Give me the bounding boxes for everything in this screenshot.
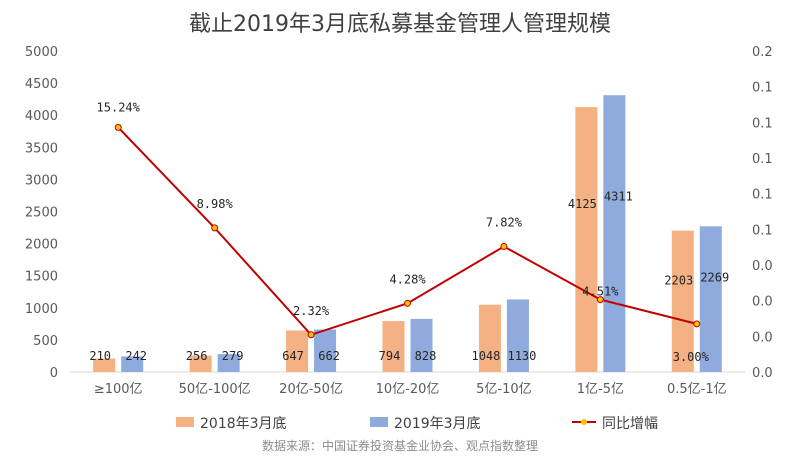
growth-marker (693, 320, 701, 328)
bar-2019 (217, 354, 240, 372)
growth-marker (307, 331, 315, 339)
growth-marker (404, 299, 411, 307)
bar-2018 (575, 107, 598, 373)
legend-swatch-2019 (370, 417, 388, 427)
growth-value-label: 3.00% (673, 350, 710, 364)
bar-value-label-2018: 210 (89, 349, 111, 363)
bar-2018 (286, 330, 309, 372)
y-left-tick-label: 2500 (25, 206, 58, 221)
growth-marker (114, 123, 122, 131)
bar-2019 (506, 299, 529, 372)
bar-value-label-2018: 1048 (471, 349, 500, 363)
y-right-tick-label: 0.1 (752, 81, 773, 96)
y-left-tick-label: 1500 (25, 270, 58, 285)
bar-value-label-2019: 279 (222, 349, 244, 363)
bar-value-label-2018: 4125 (568, 197, 597, 211)
source-note: 数据来源：中国证券投资基金业协会、观点指数整理 (261, 439, 538, 453)
y-right-tick-label: 0.2 (752, 45, 773, 60)
y-right-tick-label: 0.1 (752, 223, 773, 238)
x-tick-label: 10亿-20亿 (376, 382, 440, 397)
bar-2019 (699, 226, 722, 372)
y-left-tick-label: 3000 (25, 173, 58, 188)
bar-value-label-2018: 2203 (664, 273, 693, 287)
bar-value-label-2019: 4311 (604, 189, 633, 203)
bar-2019 (121, 356, 144, 372)
y-left-tick-label: 2000 (25, 238, 58, 253)
growth-value-label: 2.32% (293, 304, 330, 318)
y-right-tick-label: 0.0 (752, 366, 773, 381)
bar-value-label-2019: 242 (125, 349, 147, 363)
y-right-tick-label: 0.1 (752, 116, 773, 131)
x-tick-label: 1亿-5亿 (577, 382, 624, 397)
legend-label-2018: 2018年3月底 (200, 416, 287, 432)
x-tick-label: 50亿-100亿 (179, 382, 251, 397)
y-left-tick-label: 1000 (25, 302, 58, 317)
y-left-tick-label: 3500 (25, 141, 58, 156)
bar-2018 (478, 304, 501, 372)
x-tick-label: 20亿-50亿 (279, 382, 343, 397)
y-right-tick-label: 0.0 (752, 295, 773, 310)
bar-2019 (314, 329, 337, 372)
bar-2019 (410, 318, 433, 372)
bar-value-label-2018: 256 (186, 349, 208, 363)
bar-2019 (603, 95, 626, 373)
bar-2018 (382, 321, 405, 372)
y-right-tick-label: 0.1 (752, 152, 773, 167)
growth-marker (211, 224, 219, 232)
bar-value-label-2018: 794 (379, 349, 401, 363)
y-right-tick-label: 0.0 (752, 330, 773, 345)
bar-2018 (671, 230, 694, 372)
y-left-tick-label: 5000 (25, 45, 58, 60)
legend-swatch-2018 (176, 417, 194, 427)
legend-label-growth: 同比增幅 (602, 416, 658, 432)
y-left-tick-label: 500 (33, 334, 58, 349)
x-tick-label: ≥100亿 (94, 382, 143, 397)
legend: 2018年3月底 2019年3月底 同比增幅 (0, 413, 800, 433)
growth-value-label: 15.24% (97, 100, 141, 114)
legend-label-2019: 2019年3月底 (394, 416, 481, 432)
legend-marker-growth (581, 419, 587, 425)
growth-value-label: 8.98% (197, 197, 234, 211)
bar-2018 (93, 358, 116, 372)
bar-2018 (189, 355, 212, 372)
bar-value-label-2019: 2269 (700, 271, 729, 285)
bar-value-label-2019: 1130 (507, 349, 536, 363)
bar-value-label-2018: 647 (282, 349, 304, 363)
y-left-tick-label: 0 (50, 366, 58, 381)
y-right-tick-label: 0.1 (752, 188, 773, 203)
y-right-tick-label: 0.0 (752, 259, 773, 274)
growth-value-label: 7.82% (486, 215, 523, 229)
bar-value-label-2019: 662 (318, 349, 340, 363)
growth-marker (596, 296, 604, 304)
x-tick-label: 5亿-10亿 (476, 382, 532, 397)
chart-title: 截止2019年3月底私募基金管理人管理规模 (189, 12, 611, 37)
growth-marker (500, 242, 508, 250)
growth-value-label: 4.51% (582, 285, 619, 299)
growth-value-label: 4.28% (389, 272, 426, 286)
y-left-tick-label: 4000 (25, 109, 58, 124)
bar-value-label-2019: 828 (415, 349, 437, 363)
y-left-tick-label: 4500 (25, 77, 58, 92)
x-tick-label: 0.5亿-1亿 (667, 382, 727, 397)
